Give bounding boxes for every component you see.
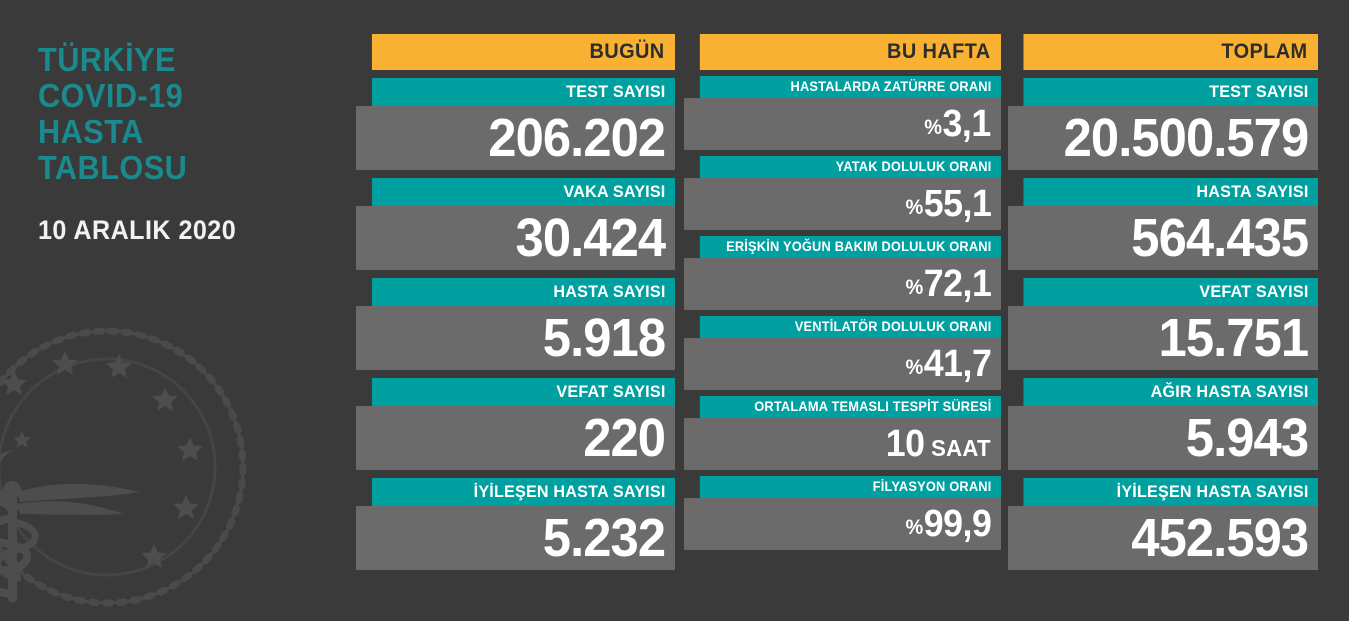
stat-label: VEFAT SAYISI bbox=[1023, 278, 1318, 306]
column-week: BU HAFTA HASTALARDA ZATÜRRE ORANI %3,1 Y… bbox=[684, 34, 1001, 550]
stat-value-number: %55,1 bbox=[905, 183, 991, 226]
column-header-total: TOPLAM bbox=[1023, 34, 1318, 70]
column-today: BUGÜN TEST SAYISI 206.202 VAKA SAYISI 30… bbox=[356, 34, 675, 570]
stat-value-number: %99,9 bbox=[905, 503, 991, 546]
stat-value-number: %41,7 bbox=[905, 343, 991, 386]
stat-value: 30.424 bbox=[356, 206, 675, 270]
stat-label: VAKA SAYISI bbox=[371, 178, 675, 206]
percent-sign: % bbox=[905, 515, 923, 540]
stat-label: HASTA SAYISI bbox=[1023, 178, 1318, 206]
stat-value-number: %3,1 bbox=[924, 103, 991, 146]
stat-label: ORTALAMA TEMASLI TESPİT SÜRESİ bbox=[699, 396, 1001, 418]
stat-value-digits: 72,1 bbox=[923, 262, 991, 305]
column-total: TOPLAM TEST SAYISI 20.500.579 HASTA SAYI… bbox=[1008, 34, 1318, 570]
stat-label: TEST SAYISI bbox=[1023, 78, 1318, 106]
stat-block: ORTALAMA TEMASLI TESPİT SÜRESİ 10 SAAT bbox=[684, 396, 1001, 470]
stat-value: 564.435 bbox=[1008, 206, 1318, 270]
stat-label: VEFAT SAYISI bbox=[371, 378, 675, 406]
stat-block: HASTA SAYISI 564.435 bbox=[1008, 178, 1318, 270]
percent-sign: % bbox=[905, 355, 923, 380]
stat-block: İYİLEŞEN HASTA SAYISI 452.593 bbox=[1008, 478, 1318, 570]
stat-value-number: 20.500.579 bbox=[1063, 108, 1309, 168]
stat-value: %3,1 bbox=[684, 98, 1001, 150]
stat-value-unit: SAAT bbox=[931, 434, 991, 461]
stat-label: TEST SAYISI bbox=[371, 78, 675, 106]
stat-block: VAKA SAYISI 30.424 bbox=[356, 178, 675, 270]
stat-label: HASTA SAYISI bbox=[371, 278, 675, 306]
percent-sign: % bbox=[905, 195, 923, 220]
stat-block: AĞIR HASTA SAYISI 5.943 bbox=[1008, 378, 1318, 470]
stat-value-number: 220 bbox=[583, 408, 666, 468]
stat-value: %99,9 bbox=[684, 498, 1001, 550]
title-line-2: COVID-19 bbox=[38, 77, 184, 114]
percent-sign: % bbox=[905, 275, 923, 300]
stat-value-number: 30.424 bbox=[515, 208, 666, 268]
stat-value-number: 10 SAAT bbox=[886, 423, 991, 466]
stat-block: TEST SAYISI 20.500.579 bbox=[1008, 78, 1318, 170]
stat-value: 10 SAAT bbox=[684, 418, 1001, 470]
stat-block: ERİŞKİN YOĞUN BAKIM DOLULUK ORANI %72,1 bbox=[684, 236, 1001, 310]
stat-block: HASTALARDA ZATÜRRE ORANI %3,1 bbox=[684, 76, 1001, 150]
stat-label: HASTALARDA ZATÜRRE ORANI bbox=[699, 76, 1001, 98]
stat-value-number: %72,1 bbox=[905, 263, 991, 306]
stat-label: YATAK DOLULUK ORANI bbox=[699, 156, 1001, 178]
stat-value: 220 bbox=[356, 406, 675, 470]
stat-value-number: 206.202 bbox=[488, 108, 666, 168]
stat-value: 15.751 bbox=[1008, 306, 1318, 370]
stat-label: İYİLEŞEN HASTA SAYISI bbox=[1023, 478, 1318, 506]
stat-label: İYİLEŞEN HASTA SAYISI bbox=[371, 478, 675, 506]
turkish-ministry-of-health-emblem bbox=[0, 322, 252, 612]
stat-value: %72,1 bbox=[684, 258, 1001, 310]
stat-value-number: 5.918 bbox=[542, 308, 666, 368]
stat-value-digits: 3,1 bbox=[942, 102, 992, 145]
stat-value: 5.918 bbox=[356, 306, 675, 370]
percent-sign: % bbox=[924, 115, 942, 140]
stat-block: TEST SAYISI 206.202 bbox=[356, 78, 675, 170]
stat-block: FİLYASYON ORANI %99,9 bbox=[684, 476, 1001, 550]
report-date: 10 ARALIK 2020 bbox=[38, 215, 237, 245]
stat-label: FİLYASYON ORANI bbox=[699, 476, 1001, 498]
stat-block: HASTA SAYISI 5.918 bbox=[356, 278, 675, 370]
stat-block: İYİLEŞEN HASTA SAYISI 5.232 bbox=[356, 478, 675, 570]
title-line-3: HASTA bbox=[38, 113, 144, 150]
stat-value-digits: 55,1 bbox=[923, 182, 991, 225]
stat-block: YATAK DOLULUK ORANI %55,1 bbox=[684, 156, 1001, 230]
stat-value: %55,1 bbox=[684, 178, 1001, 230]
stat-value-number: 5.232 bbox=[542, 508, 666, 568]
stat-block: VEFAT SAYISI 220 bbox=[356, 378, 675, 470]
stat-value-number: 5.943 bbox=[1185, 408, 1309, 468]
stat-value: %41,7 bbox=[684, 338, 1001, 390]
stat-value: 20.500.579 bbox=[1008, 106, 1318, 170]
stat-block: VEFAT SAYISI 15.751 bbox=[1008, 278, 1318, 370]
stat-value-number: 15.751 bbox=[1158, 308, 1309, 368]
stat-value-number: 452.593 bbox=[1131, 508, 1309, 568]
stat-label: AĞIR HASTA SAYISI bbox=[1023, 378, 1318, 406]
stat-value: 206.202 bbox=[356, 106, 675, 170]
column-header-today: BUGÜN bbox=[371, 34, 675, 70]
page-title: TÜRKİYE COVID-19 HASTA TABLOSU 10 ARALIK… bbox=[38, 42, 338, 246]
stat-value: 452.593 bbox=[1008, 506, 1318, 570]
stat-value-digits: 99,9 bbox=[923, 502, 991, 545]
stat-value: 5.943 bbox=[1008, 406, 1318, 470]
stat-label: VENTİLATÖR DOLULUK ORANI bbox=[699, 316, 1001, 338]
title-line-1: TÜRKİYE bbox=[38, 41, 176, 78]
stat-value-digits: 10 bbox=[885, 422, 925, 465]
title-line-4: TABLOSU bbox=[38, 149, 188, 186]
stat-value-digits: 41,7 bbox=[923, 342, 991, 385]
stat-value: 5.232 bbox=[356, 506, 675, 570]
stat-value-number: 564.435 bbox=[1131, 208, 1309, 268]
stat-label: ERİŞKİN YOĞUN BAKIM DOLULUK ORANI bbox=[699, 236, 1001, 258]
stat-block: VENTİLATÖR DOLULUK ORANI %41,7 bbox=[684, 316, 1001, 390]
column-header-week: BU HAFTA bbox=[699, 34, 1001, 70]
